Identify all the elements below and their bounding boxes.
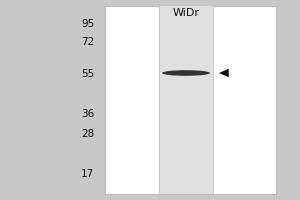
Text: WiDr: WiDr xyxy=(172,8,200,18)
Text: 28: 28 xyxy=(81,129,94,139)
Text: 95: 95 xyxy=(81,19,94,29)
Text: 17: 17 xyxy=(81,169,94,179)
Text: 55: 55 xyxy=(81,69,94,79)
Text: 36: 36 xyxy=(81,109,94,119)
Bar xyxy=(105,6,276,194)
Polygon shape xyxy=(219,69,229,77)
Ellipse shape xyxy=(162,70,210,76)
Bar xyxy=(159,6,213,194)
Text: 72: 72 xyxy=(81,37,94,47)
